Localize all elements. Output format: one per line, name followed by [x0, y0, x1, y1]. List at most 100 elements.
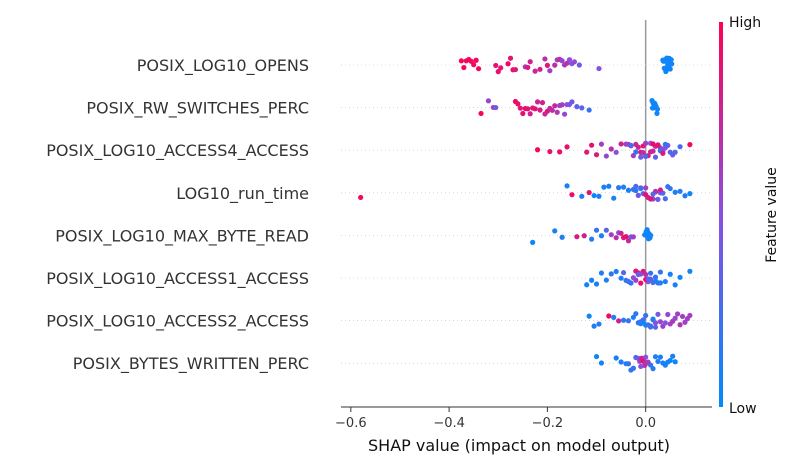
shap-point	[649, 105, 656, 111]
shap-point	[638, 363, 644, 370]
shap-point	[544, 62, 550, 68]
shap-point	[645, 276, 651, 282]
shap-point	[549, 107, 555, 113]
shap-point	[630, 365, 636, 371]
shap-point	[650, 148, 656, 154]
shap-point	[537, 107, 543, 113]
shap-point	[643, 312, 649, 319]
shap-point	[584, 282, 590, 288]
shap-point	[593, 152, 600, 158]
shap-point	[643, 271, 649, 278]
shap-point	[657, 319, 664, 325]
shap-point	[635, 144, 641, 150]
shap-point	[657, 280, 664, 286]
feature-label: LOG10_run_time	[176, 184, 309, 204]
shap-point	[647, 323, 654, 329]
shap-point	[645, 359, 651, 365]
colorbar-low-label: Low	[729, 401, 757, 417]
shap-point	[633, 311, 639, 317]
data-points	[358, 55, 693, 373]
shap-point	[603, 277, 609, 283]
shap-point	[539, 100, 546, 106]
shap-point	[530, 239, 536, 245]
shap-point	[654, 106, 661, 112]
shap-point	[687, 141, 693, 148]
shap-point	[643, 153, 649, 159]
shap-point	[620, 270, 627, 276]
shap-point	[640, 320, 646, 326]
shap-point	[471, 62, 477, 68]
shap-point	[606, 313, 612, 319]
shap-point	[669, 61, 675, 67]
shap-point	[574, 234, 580, 240]
shap-point	[650, 191, 656, 197]
shap-point	[593, 353, 600, 360]
shap-point	[586, 107, 592, 113]
shap-point	[628, 280, 634, 286]
shap-point	[657, 269, 664, 275]
shap-point	[613, 268, 619, 275]
shap-point	[598, 233, 605, 239]
shap-point	[566, 57, 573, 63]
shap-point	[557, 149, 563, 155]
x-tick-label: −0.6	[335, 416, 367, 431]
shap-point	[652, 274, 659, 280]
shap-point	[652, 354, 659, 360]
feature-label: POSIX_LOG10_MAX_BYTE_READ	[55, 226, 309, 246]
shap-point	[532, 106, 538, 112]
shap-point	[618, 230, 624, 236]
shap-point	[608, 146, 614, 152]
shap-point	[672, 359, 678, 365]
shap-point	[654, 110, 660, 116]
shap-point	[687, 312, 693, 319]
shap-point	[643, 140, 649, 146]
shap-point	[667, 66, 673, 72]
shap-point	[662, 196, 668, 202]
shap-point	[596, 193, 602, 199]
shap-point	[507, 55, 514, 61]
shap-point	[672, 189, 678, 195]
shap-point	[611, 195, 617, 201]
shap-point	[559, 234, 565, 240]
shap-point	[537, 66, 543, 72]
shap-point	[532, 68, 538, 74]
shap-point	[618, 359, 624, 365]
shap-point	[591, 323, 597, 329]
shap-point	[643, 185, 649, 191]
shap-point	[552, 103, 558, 109]
shap-point	[652, 320, 659, 326]
shap-point	[542, 56, 548, 62]
shap-point	[534, 99, 541, 105]
shap-point	[635, 192, 641, 198]
shap-point	[667, 271, 673, 277]
shap-point	[647, 270, 654, 276]
shap-point	[682, 193, 688, 199]
feature-label: POSIX_BYTES_WRITTEN_PERC	[73, 354, 309, 374]
shap-point	[635, 271, 641, 278]
shap-point	[593, 281, 600, 287]
shap-point	[625, 318, 632, 324]
shap-point	[650, 316, 656, 322]
shap-point	[596, 321, 602, 327]
shap-point	[596, 65, 602, 72]
shap-point	[640, 149, 646, 156]
shap-point	[675, 311, 681, 317]
colorbar-gradient	[719, 22, 723, 407]
shap-point	[687, 191, 693, 197]
shap-point	[616, 318, 622, 324]
shap-point	[581, 233, 587, 239]
shap-point	[630, 234, 636, 240]
shap-point	[515, 101, 521, 107]
shap-point	[625, 238, 632, 244]
colorbar: High Low Feature value	[719, 15, 780, 417]
shap-point	[603, 227, 609, 233]
shap-point	[620, 184, 627, 190]
shap-point	[608, 271, 614, 277]
shap-point	[574, 104, 580, 110]
shap-point	[625, 187, 632, 193]
shap-point	[603, 153, 609, 159]
shap-point	[628, 142, 634, 148]
shap-point	[642, 232, 648, 238]
shap-point	[495, 69, 501, 75]
